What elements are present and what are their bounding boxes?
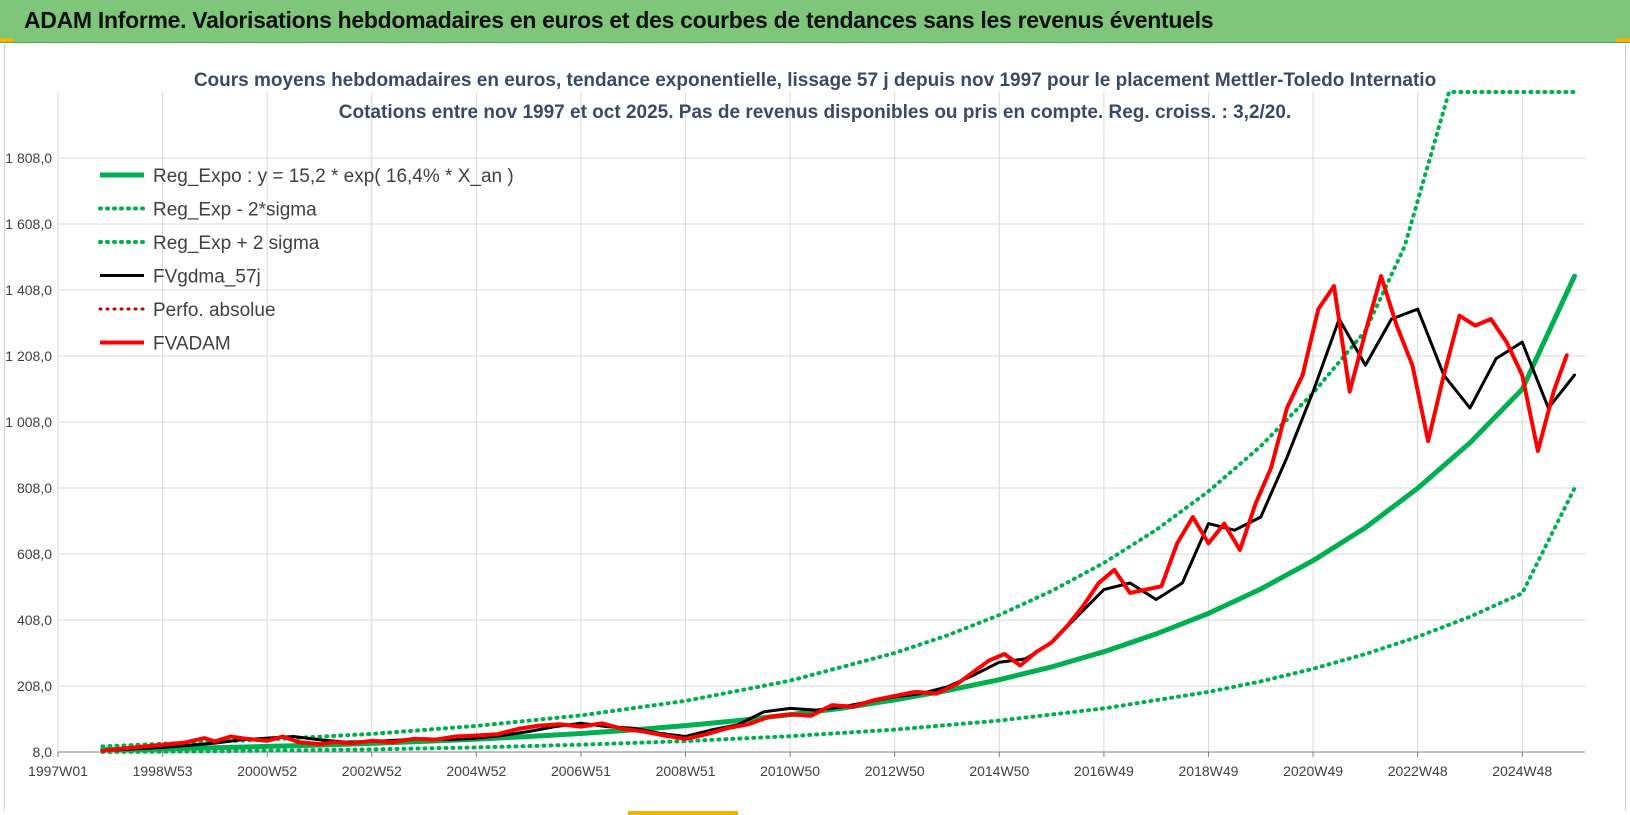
y-tick-label: 808,0: [17, 480, 52, 496]
legend-label: Reg_Expo : y = 15,2 * exp( 16,4% * X_an …: [153, 166, 514, 187]
axes: 8,0 208,0 408,0 608,0 808,0 1 008,0 1 208,0 1 4…: [5, 150, 1585, 779]
y-tick-label: 1 008,0: [5, 414, 52, 430]
report-header: ADAM Informe. Valorisations hebdomadaire…: [0, 0, 1630, 43]
series-layer: [100, 90, 1577, 754]
report-title: ADAM Informe. Valorisations hebdomadaire…: [24, 7, 1214, 33]
legend-label: FVADAM: [153, 334, 231, 355]
y-tick-label: 1 408,0: [5, 282, 52, 298]
legend: Reg_Expo : y = 15,2 * exp( 16,4% * X_an …: [98, 166, 514, 355]
bottom-marker: [628, 811, 738, 815]
series-line: [100, 274, 1569, 753]
y-tick-label: 208,0: [17, 678, 52, 694]
x-tick-label: 2020W49: [1283, 763, 1343, 779]
y-tick-label: 608,0: [17, 546, 52, 562]
legend-label: Reg_Exp + 2 sigma: [153, 233, 320, 254]
x-tick-label: 2022W48: [1388, 763, 1448, 779]
x-tick-label: 2006W51: [551, 763, 611, 779]
x-tick-label: 2002W52: [342, 763, 402, 779]
y-tick-label: 1 608,0: [5, 216, 52, 232]
x-tick-label: 2016W49: [1074, 763, 1134, 779]
x-tick-label: 1998W53: [133, 763, 193, 779]
corner-marker-right: [1616, 38, 1630, 42]
y-tick-label: 8,0: [33, 744, 53, 760]
x-tick-label: 2018W49: [1179, 763, 1239, 779]
x-tick-label: 1997W01: [28, 763, 88, 779]
chart-frame: [4, 44, 1626, 810]
series-line: [100, 90, 1577, 749]
chart-title: Cours moyens hebdomadaires en euros, ten…: [194, 70, 1436, 91]
series-line: [100, 486, 1577, 754]
x-tick-label: 2024W48: [1492, 763, 1552, 779]
y-tick-label: 408,0: [17, 612, 52, 628]
x-tick-label: 2012W50: [865, 763, 925, 779]
legend-label: Reg_Exp - 2*sigma: [153, 200, 317, 221]
corner-marker-left: [0, 38, 14, 42]
x-tick-label: 2010W50: [760, 763, 820, 779]
x-tick-label: 2008W51: [656, 763, 716, 779]
y-tick-label: 1 808,0: [5, 150, 52, 166]
legend-label: Perfo. absolue: [153, 300, 276, 321]
x-tick-label: 2004W52: [446, 763, 506, 779]
x-tick-label: 2000W52: [237, 763, 297, 779]
grid: [57, 92, 1585, 753]
x-tick-label: 2014W50: [969, 763, 1029, 779]
legend-label: FVgdma_57j: [153, 267, 261, 288]
y-tick-label: 1 208,0: [5, 348, 52, 364]
chart-subtitle: Cotations entre nov 1997 et oct 2025. Pa…: [339, 102, 1291, 123]
